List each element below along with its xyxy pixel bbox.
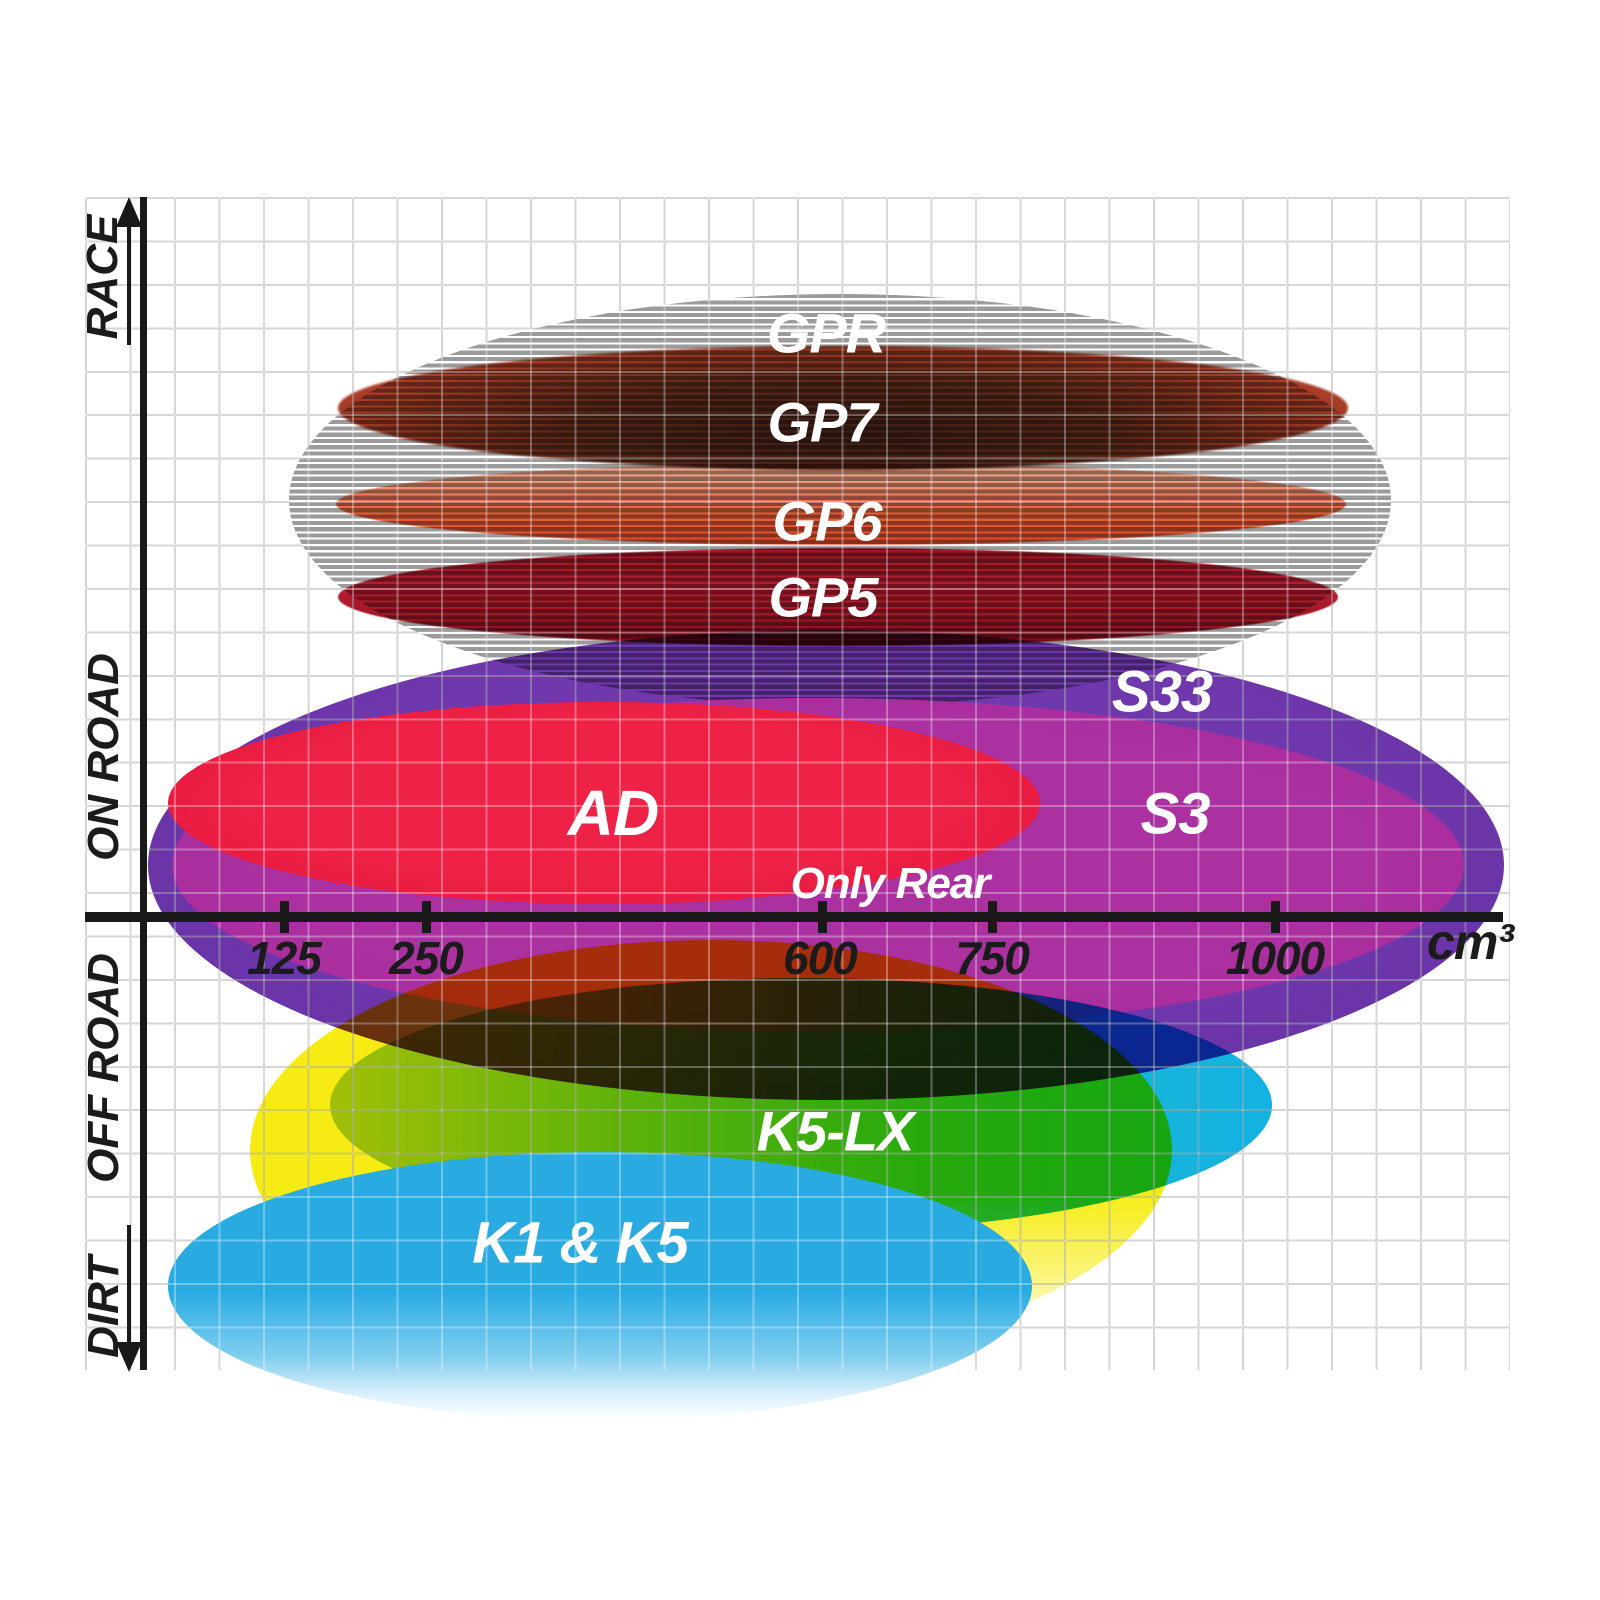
x-tick-1000 (1271, 901, 1280, 933)
label-gp6: GP6 (772, 489, 882, 553)
label-gp7: GP7 (767, 390, 877, 454)
x-tick-600 (818, 901, 827, 933)
x-tick-label-600: 600 (783, 932, 858, 984)
x-tick-label-1000: 1000 (1225, 932, 1325, 984)
x-tick-label-750: 750 (955, 932, 1030, 984)
race-up-arrow-icon (116, 197, 142, 227)
ellipse-gp6 (336, 463, 1346, 545)
x-axis-line (85, 912, 1503, 922)
dirt-down-arrow-line (127, 1225, 131, 1345)
x-axis-unit-label: cm³ (1427, 914, 1514, 970)
label-only-rear: Only Rear (790, 859, 991, 908)
x-tick-750 (988, 901, 997, 933)
x-tick-label-125: 125 (247, 932, 322, 984)
label-ad: AD (567, 777, 659, 849)
label-gpr: GPR (766, 301, 886, 365)
x-tick-250 (422, 901, 431, 933)
label-k1k5: K1 & K5 (472, 1210, 688, 1276)
label-s33: S33 (1111, 659, 1213, 725)
y-zone-label-dirt: DIRT (79, 1256, 128, 1358)
ellipse-ad (168, 702, 1040, 904)
ellipse-gp5 (338, 548, 1338, 646)
y-zone-label-on-road: ON ROAD (79, 653, 128, 861)
ellipse-gp7 (338, 346, 1348, 470)
label-s3: S3 (1140, 781, 1211, 847)
y-zone-label-off-road: OFF ROAD (79, 953, 128, 1183)
label-k5lx: K5-LX (756, 1099, 915, 1163)
dirt-down-arrow-icon (116, 1342, 142, 1372)
y-axis-line (140, 197, 147, 1370)
x-tick-label-250: 250 (389, 932, 464, 984)
ellipse-k1k5 (168, 1152, 1032, 1420)
race-up-arrow-line (127, 224, 131, 345)
y-zone-label-race: RACE (78, 214, 127, 340)
x-tick-125 (280, 901, 289, 933)
label-gp5: GP5 (768, 565, 878, 629)
